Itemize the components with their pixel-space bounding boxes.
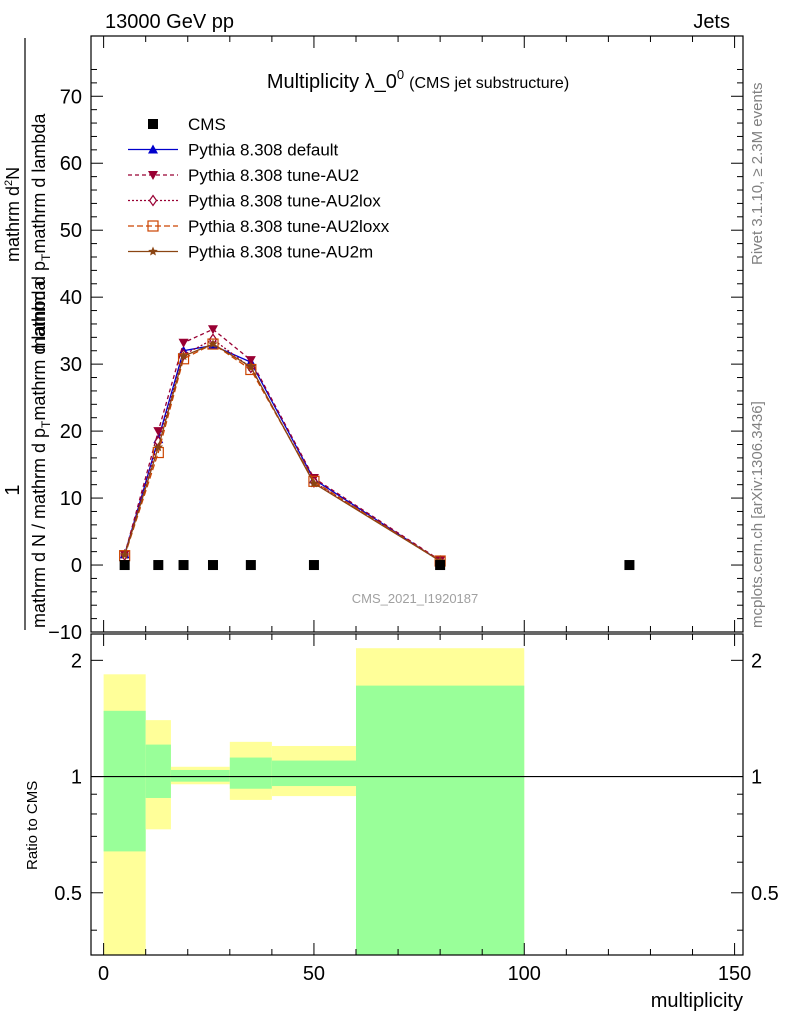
ratio-tick-label-right: 2 [751, 650, 762, 672]
y-tick-label: −10 [48, 622, 82, 644]
x-axis-label: multiplicity [651, 990, 743, 1012]
series-line [124, 338, 441, 562]
plot-title-sub: (CMS jet substructure) [409, 75, 569, 92]
series-point [207, 325, 218, 335]
series-point [245, 356, 256, 366]
cms-point [119, 560, 130, 571]
ratio-y-label: Ratio to CMS [24, 781, 41, 870]
ratio-band-green [271, 760, 357, 787]
rivet-label: Rivet 3.1.10, ≥ 2.3M events [749, 83, 766, 266]
cms-point [624, 560, 635, 571]
ratio-tick-label-right: 0.5 [751, 883, 779, 905]
series-point [178, 351, 189, 361]
y-label-denom-sub: T [39, 420, 53, 428]
series-point [153, 427, 164, 437]
y-label-denominator: mathrm d N / mathrm d pTmathrm d lambda [29, 280, 53, 628]
y-label-top-sup: 2 [3, 180, 15, 186]
plot-title: Multiplicity λ_00 (CMS jet substructure) [267, 67, 569, 93]
y-label-top2-sub: T [39, 253, 53, 261]
ratio-tick-label: 1 [71, 767, 82, 789]
series-layer [119, 325, 446, 568]
y-label-numerator: 1 [2, 484, 24, 495]
legend-marker [148, 144, 158, 154]
y-label-top-left: mathrm d [3, 186, 23, 262]
series-point [119, 550, 130, 559]
y-tick-label: 60 [60, 153, 82, 175]
legend-entry: CMS [188, 115, 226, 134]
legend-marker [148, 246, 158, 256]
y-tick-label: 30 [60, 354, 82, 376]
series-point [308, 475, 320, 487]
y-axis-label: 1 mathrm d N / mathrm d pTmathrm d lambd… [2, 38, 53, 630]
y-label-top2-main: mathrm d p [29, 261, 49, 352]
analysis-label: CMS_2021_I1920187 [352, 591, 479, 606]
cms-points [119, 560, 635, 571]
legend-marker [148, 119, 158, 129]
cms-point [245, 560, 256, 571]
y-label-top2: mathrm d pTmathrm d lambda [29, 113, 53, 352]
y-tick-label: 10 [60, 488, 82, 510]
series-point [208, 339, 218, 349]
ratio-band-green [145, 744, 171, 798]
cms-point [153, 560, 164, 571]
plot-title-main: Multiplicity λ_0 [267, 71, 397, 93]
y-label-top2-end: mathrm d lambda [29, 113, 49, 254]
legend-marker [148, 194, 158, 207]
y-tick-label: 20 [60, 421, 82, 443]
axes: 0 50 100 150 −10 0 10 20 30 40 50 60 70 0.5 1 2 0.5 1 2 [48, 35, 779, 985]
x-tick-label: 150 [718, 963, 751, 985]
y-tick-label: 40 [60, 287, 82, 309]
ratio-bands [103, 648, 525, 955]
y-label-denom-main: mathrm d N / mathrm d p [29, 428, 49, 628]
cms-point [308, 560, 319, 571]
y-label-top-right: N [3, 167, 23, 180]
cms-point [178, 560, 189, 571]
plot-title-sup: 0 [397, 67, 404, 82]
y-tick-label: 0 [71, 555, 82, 577]
series-point [153, 442, 164, 452]
x-tick-label: 50 [303, 963, 325, 985]
y-label-denom-end: mathrm d lambda [29, 280, 49, 421]
ratio-tick-label: 2 [71, 650, 82, 672]
header-energy: 13000 GeV pp [105, 11, 234, 33]
series-point [309, 478, 319, 488]
ratio-band-green [229, 757, 272, 789]
legend-entry: Pythia 8.308 tune-AU2loxx [188, 217, 390, 236]
ratio-tick-label-right: 1 [751, 767, 762, 789]
main-frame [90, 35, 744, 633]
x-tick-label: 0 [98, 963, 109, 985]
legend-marker [148, 171, 158, 180]
y-label-top: mathrm d2N [3, 167, 23, 262]
series-point [246, 361, 256, 371]
series-line [124, 343, 441, 562]
ratio-band-green [103, 710, 146, 852]
legend-entry: Pythia 8.308 tune-AU2lox [188, 192, 381, 211]
series-line [124, 343, 441, 562]
ratio-band-green [356, 685, 525, 955]
y-tick-label: 70 [60, 86, 82, 108]
series-point [178, 338, 189, 348]
y-tick-label: 50 [60, 220, 82, 242]
mcplots-label: mcplots.cern.ch [arXiv:1306.3436] [749, 401, 766, 628]
legend-entry: Pythia 8.308 default [188, 141, 339, 160]
cms-point [435, 560, 446, 571]
cms-point [207, 560, 218, 571]
ratio-tick-label: 0.5 [54, 883, 82, 905]
header-category: Jets [693, 11, 730, 33]
legend-marker [147, 220, 159, 232]
ratio-band-green [170, 769, 230, 782]
legend-entry: Pythia 8.308 tune-AU2m [188, 243, 373, 262]
series-line [124, 328, 441, 561]
legend-entry: Pythia 8.308 tune-AU2 [188, 166, 359, 185]
legend: CMS Pythia 8.308 default Pythia 8.308 tune… [128, 115, 390, 262]
series-line [124, 344, 441, 562]
x-tick-label: 100 [508, 963, 541, 985]
